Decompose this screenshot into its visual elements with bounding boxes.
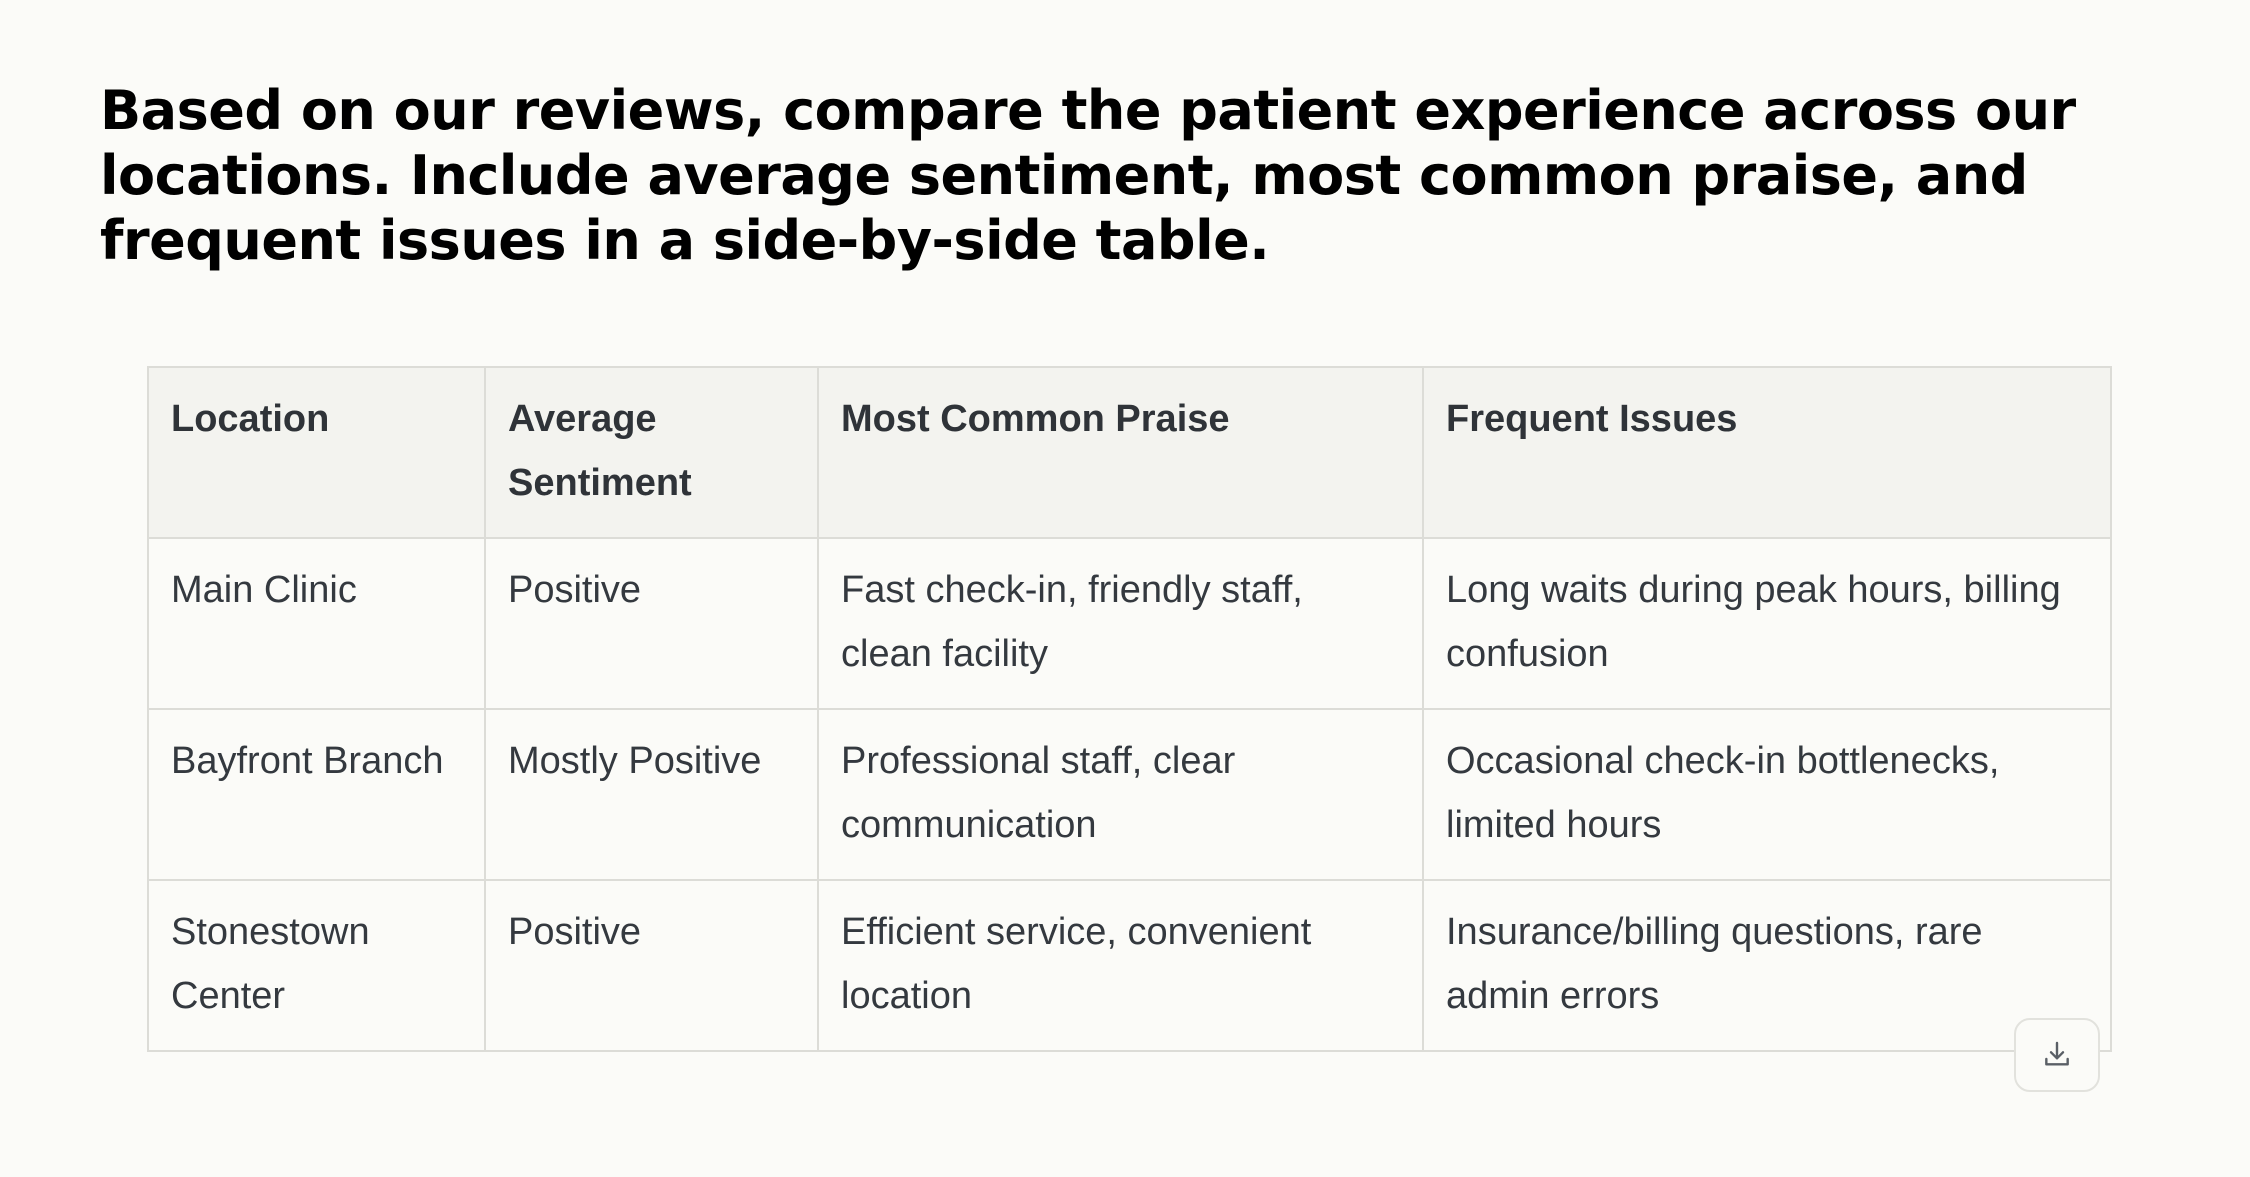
header-average-sentiment: Average Sentiment [484, 366, 819, 539]
table-row: Main Clinic Positive Fast check-in, frie… [147, 537, 2112, 710]
comparison-table-container: Location Average Sentiment Most Common P… [147, 366, 2112, 1052]
cell-praise: Efficient service, convenient location [817, 879, 1424, 1052]
header-location: Location [147, 366, 486, 539]
table-row: Stonestown Center Positive Efficient ser… [147, 879, 2112, 1052]
cell-issues: Insurance/billing questions, rare admin … [1422, 879, 2112, 1052]
table-header-row: Location Average Sentiment Most Common P… [147, 366, 2112, 539]
download-icon [2045, 1041, 2069, 1066]
cell-location: Bayfront Branch [147, 708, 486, 881]
cell-sentiment: Positive [484, 879, 819, 1052]
cell-issues: Occasional check-in bottlenecks, limited… [1422, 708, 2112, 881]
download-table-button[interactable] [2014, 1018, 2100, 1092]
cell-praise: Professional staff, clear communication [817, 708, 1424, 881]
cell-location: Main Clinic [147, 537, 486, 710]
user-prompt: Based on our reviews, compare the patien… [100, 79, 2076, 272]
cell-praise: Fast check-in, friendly staff, clean fac… [817, 537, 1424, 710]
location-comparison-table: Location Average Sentiment Most Common P… [147, 366, 2112, 1052]
table-row: Bayfront Branch Mostly Positive Professi… [147, 708, 2112, 881]
header-frequent-issues: Frequent Issues [1422, 366, 2112, 539]
cell-sentiment: Mostly Positive [484, 708, 819, 881]
cell-sentiment: Positive [484, 537, 819, 710]
header-most-common-praise: Most Common Praise [817, 366, 1424, 539]
cell-issues: Long waits during peak hours, billing co… [1422, 537, 2112, 710]
cell-location: Stonestown Center [147, 879, 486, 1052]
